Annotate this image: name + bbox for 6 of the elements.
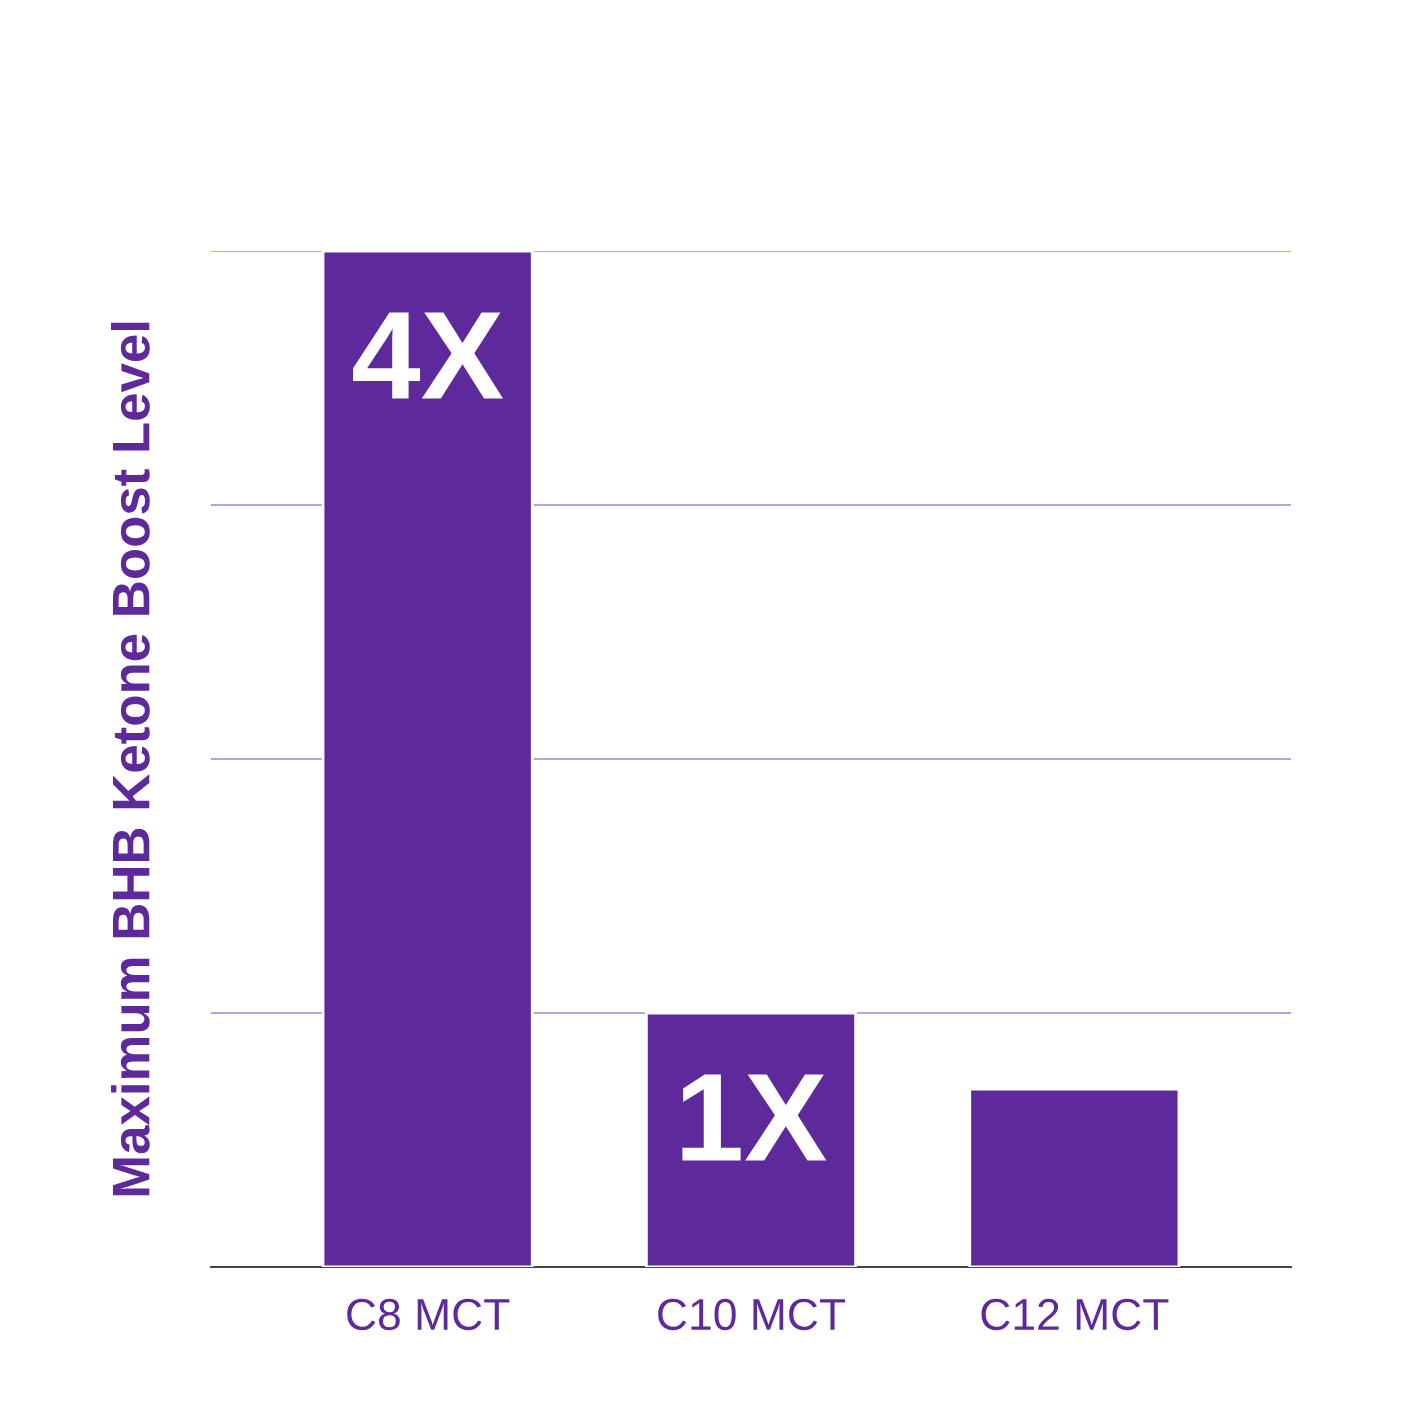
data-label: 4X bbox=[353, 312, 504, 399]
x-tick-label: C10 MCT bbox=[658, 1298, 846, 1331]
x-tick-label: C8 MCT bbox=[347, 1298, 510, 1331]
x-tick-label: C12 MCT bbox=[981, 1298, 1169, 1331]
data-label: 1X bbox=[682, 1074, 827, 1161]
y-axis-title: Maximum BHB Ketone Boost Level bbox=[111, 322, 150, 1196]
